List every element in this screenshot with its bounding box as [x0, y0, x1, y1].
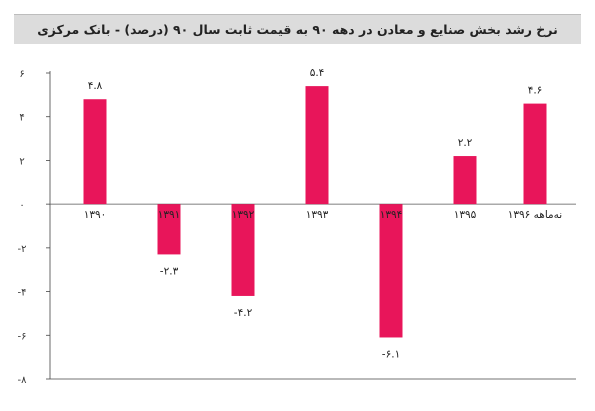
category-labels: ۱۳۹۰ ۱۳۹۱ ۱۳۹۲ ۱۳۹۳ ۱۳۹۴ ۱۳۹۵ نه‌ماهه ۱۳۹۶ [84, 209, 563, 221]
y-tick-label: ۴ [19, 113, 24, 124]
y-tick-label: -۶ [18, 331, 27, 342]
y-axis: ۶ ۴ ۲ ۰ -۲ -۴ -۶ -۸ [18, 69, 576, 386]
data-label: ۲.۲ [458, 137, 473, 149]
y-tick-label: ۶ [19, 69, 24, 80]
bar [379, 204, 403, 338]
category-label: ۱۳۹۵ [454, 209, 477, 221]
category-label: نه‌ماهه ۱۳۹۶ [508, 209, 562, 221]
bar [231, 204, 255, 296]
data-label: -۲.۳ [160, 265, 179, 277]
chart-title-bar: نرخ رشد بخش صنایع و معادن در دهه ۹۰ به ق… [14, 14, 581, 44]
category-label: ۱۳۹۴ [380, 209, 403, 221]
chart-title: نرخ رشد بخش صنایع و معادن در دهه ۹۰ به ق… [37, 22, 558, 37]
y-tick-label: -۴ [18, 288, 27, 299]
data-labels: ۴.۸ -۲.۳ -۴.۲ ۵.۴ -۶.۱ ۲.۲ ۴.۶ [88, 67, 543, 360]
data-label: ۴.۶ [528, 85, 543, 97]
bar [453, 156, 477, 205]
category-label: ۱۳۹۲ [232, 209, 255, 221]
category-label: ۱۳۹۱ [158, 209, 181, 221]
data-label: -۶.۱ [382, 348, 400, 360]
data-label: -۴.۲ [234, 307, 253, 319]
bar [83, 99, 107, 205]
y-tick-label: -۲ [18, 244, 27, 255]
bar [157, 204, 181, 255]
y-tick-label: ۰ [19, 200, 24, 211]
bar [523, 103, 547, 205]
data-label: ۴.۸ [88, 80, 103, 92]
y-tick-label: ۲ [19, 156, 24, 167]
bars-group [83, 86, 547, 338]
category-label: ۱۳۹۰ [84, 209, 107, 221]
bar [305, 86, 329, 205]
y-tick-label: -۸ [18, 375, 28, 386]
data-label: ۵.۴ [310, 67, 325, 79]
category-label: ۱۳۹۳ [306, 209, 329, 221]
